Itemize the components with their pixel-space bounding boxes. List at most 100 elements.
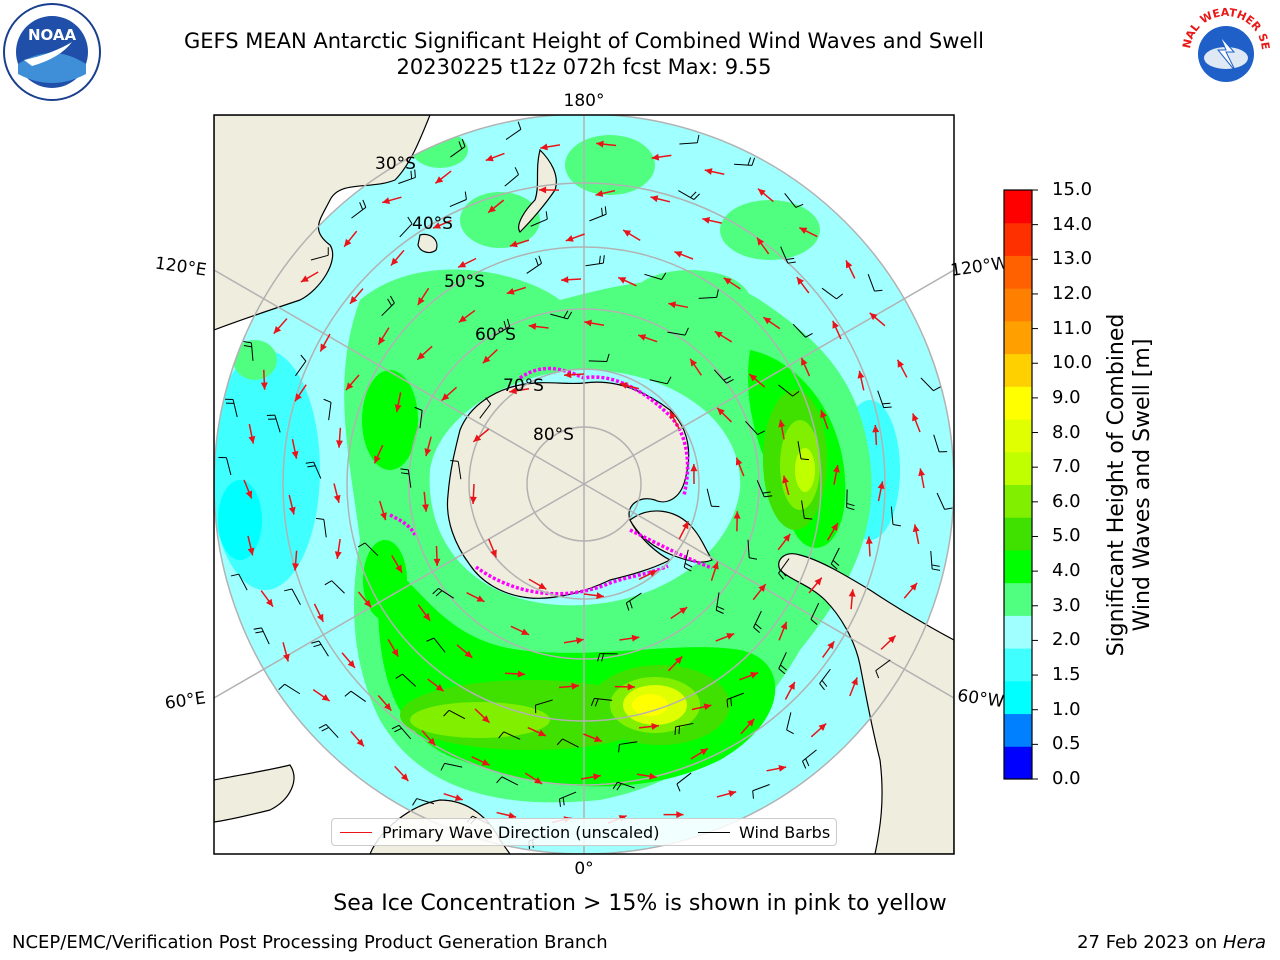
wave-arrow xyxy=(778,419,786,440)
wave-arrow xyxy=(619,382,640,390)
wave-arrow xyxy=(637,334,658,343)
wind-barb xyxy=(351,199,367,219)
wave-arrow xyxy=(690,463,698,485)
wave-arrow xyxy=(387,639,399,658)
wind-barb xyxy=(324,580,345,594)
wind-barb xyxy=(395,673,417,687)
wind-legend-label: Wind Barbs xyxy=(739,823,831,842)
wave-arrow xyxy=(528,578,547,590)
wind-barb xyxy=(819,668,831,691)
wave-arrow xyxy=(247,535,255,556)
wind-barb xyxy=(504,167,519,187)
wind-barb xyxy=(381,295,395,317)
wave-arrow xyxy=(857,370,865,391)
chart-title: GEFS MEAN Antarctic Significant Height o… xyxy=(183,29,985,53)
wave-arrow xyxy=(880,635,897,650)
wave-arrow xyxy=(766,764,787,772)
colorbar-segment xyxy=(1004,517,1032,551)
wind-barb xyxy=(496,776,519,786)
wind-barb xyxy=(676,772,692,792)
wave-arrow xyxy=(595,189,616,197)
wind-barb xyxy=(440,762,463,771)
wave-arrow xyxy=(312,689,331,702)
wave-arrow xyxy=(472,428,490,443)
wind-barb xyxy=(678,190,700,200)
wind-barb xyxy=(493,318,511,337)
wave-arrow xyxy=(903,582,918,599)
colorbar-segment xyxy=(1004,320,1032,355)
wave-arrow xyxy=(357,591,372,608)
wave-legend-label: Primary Wave Direction (unscaled) xyxy=(382,823,660,842)
wind-barb xyxy=(618,741,638,753)
wind-barb xyxy=(778,652,787,675)
wind-barb xyxy=(713,369,734,384)
wave-arrow xyxy=(896,359,908,378)
wave-legend-line xyxy=(340,832,372,833)
wind-barb xyxy=(674,722,694,735)
wind-barb xyxy=(311,640,329,657)
wind-barb xyxy=(780,246,796,264)
wind-barb xyxy=(752,784,770,799)
wind-barb xyxy=(284,588,301,606)
wind-barb xyxy=(726,692,744,708)
wave-arrow xyxy=(527,726,547,737)
wave-arrow xyxy=(663,811,684,819)
wind-barb xyxy=(399,216,413,238)
wave-arrow xyxy=(528,323,549,330)
colorbar-label: Significant Height of Combined Wind Wave… xyxy=(1104,285,1156,685)
wave-arrow xyxy=(668,301,689,309)
footer-date: 27 Feb 2023 on Hera xyxy=(1077,932,1266,954)
wave-arrow xyxy=(638,569,658,580)
wave-arrow xyxy=(482,348,498,364)
sea-ice-note: Sea Ice Concentration > 15% is shown in … xyxy=(333,891,947,916)
wind-barb xyxy=(526,255,542,274)
wave-arrow xyxy=(740,718,755,735)
wave-arrow xyxy=(848,589,856,610)
wind-barb xyxy=(625,592,642,611)
wave-arrow xyxy=(669,410,680,430)
colorbar-segment xyxy=(1004,582,1032,616)
colorbar-segment xyxy=(1004,484,1032,518)
wave-arrow xyxy=(580,773,601,781)
wind-barb xyxy=(243,341,254,361)
wave-arrow xyxy=(636,772,657,780)
wind-barb xyxy=(558,791,577,807)
wind-barb xyxy=(450,459,462,480)
wind-barb xyxy=(930,550,941,571)
colorbar-segment xyxy=(1004,648,1032,682)
wind-barb xyxy=(810,602,820,625)
wind-barb xyxy=(745,420,765,436)
wind-barb xyxy=(278,683,301,695)
wind-barb xyxy=(933,434,948,453)
wave-arrow xyxy=(427,678,445,692)
wave-arrow xyxy=(273,318,288,335)
wind-barb xyxy=(479,397,492,419)
wave-arrow xyxy=(457,257,477,269)
wave-arrow xyxy=(433,546,441,567)
sea-ice xyxy=(389,366,713,596)
wave-arrow xyxy=(345,374,360,391)
wave-arrow xyxy=(300,271,319,283)
wind-barb xyxy=(797,441,810,461)
wave-arrow xyxy=(560,276,582,284)
wave-arrow xyxy=(912,524,920,545)
wave-arrow xyxy=(505,670,526,678)
lon-label-0: 0° xyxy=(574,859,593,879)
wave-arrow xyxy=(714,330,733,343)
wave-arrow xyxy=(821,640,835,658)
lon-label-120e: 120°E xyxy=(154,254,208,281)
wind-barb xyxy=(706,488,720,507)
wave-arrow xyxy=(417,287,430,306)
lat-label-50s: 50°S xyxy=(444,272,485,292)
wind-barb xyxy=(644,272,667,281)
colorbar-tick-label: 1.0 xyxy=(1052,698,1081,720)
colorbar-segment xyxy=(1004,451,1032,485)
colorbar-segment xyxy=(1004,549,1032,584)
noaa-logo: NOAA xyxy=(2,2,102,106)
wind-barb xyxy=(550,310,573,320)
wave-arrow xyxy=(752,583,767,601)
wave-arrow xyxy=(474,708,491,724)
wave-arrow xyxy=(441,386,458,402)
wave-arrow xyxy=(292,550,300,571)
